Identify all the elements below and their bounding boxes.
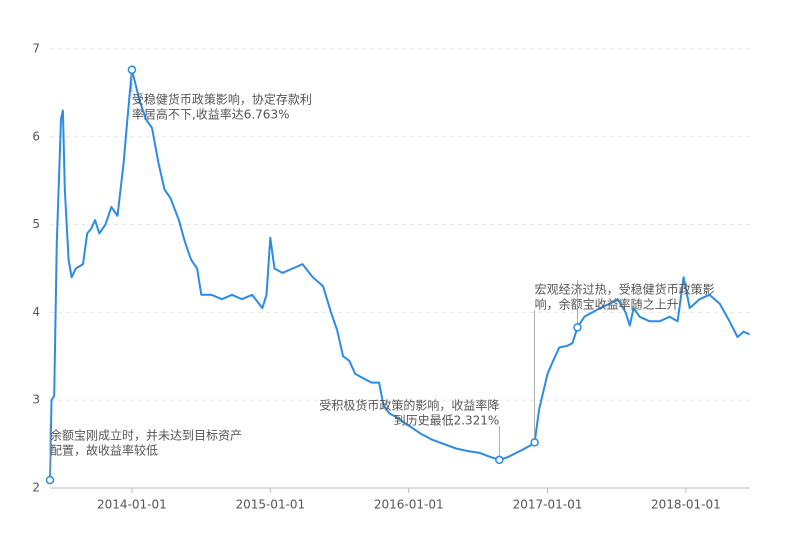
y-tick-label: 7	[32, 42, 40, 56]
annotation-text: 响，余额宝收益率随之上升	[535, 297, 679, 312]
annotation-text: 受稳健货币政策影响，协定存款利	[132, 92, 312, 107]
annotation-text: 率居高不下,收益率达6.763%	[132, 107, 290, 122]
annotation-point	[45, 475, 55, 485]
y-tick-label: 6	[32, 129, 40, 143]
annotation-text: 受积极货币政策的影响，收益率降	[319, 398, 499, 413]
x-tick-label: 2018-01-01	[651, 498, 721, 512]
y-tick-label: 4	[32, 305, 40, 319]
y-tick-label: 2	[32, 481, 40, 495]
annotation-point	[127, 65, 137, 75]
y-tick-label: 3	[32, 393, 40, 407]
x-tick-label: 2016-01-01	[374, 498, 444, 512]
y-tick-label: 5	[32, 217, 40, 231]
annotation-text: 配置，故收益率较低	[50, 443, 158, 458]
x-tick-label: 2014-01-01	[97, 498, 167, 512]
annotation-text: 到历史最低2.321%	[394, 414, 500, 428]
annotation-text: 宏观经济过热，受稳健货币政策影	[535, 282, 715, 297]
annotation-point	[573, 323, 582, 332]
annotation-point	[530, 438, 539, 447]
x-tick-label: 2017-01-01	[513, 498, 583, 512]
annotation-text: 余额宝刚成立时，并未达到目标资产	[50, 428, 242, 443]
annotation-point	[495, 455, 504, 465]
series-line	[49, 68, 751, 481]
x-tick-label: 2015-01-01	[235, 498, 305, 512]
